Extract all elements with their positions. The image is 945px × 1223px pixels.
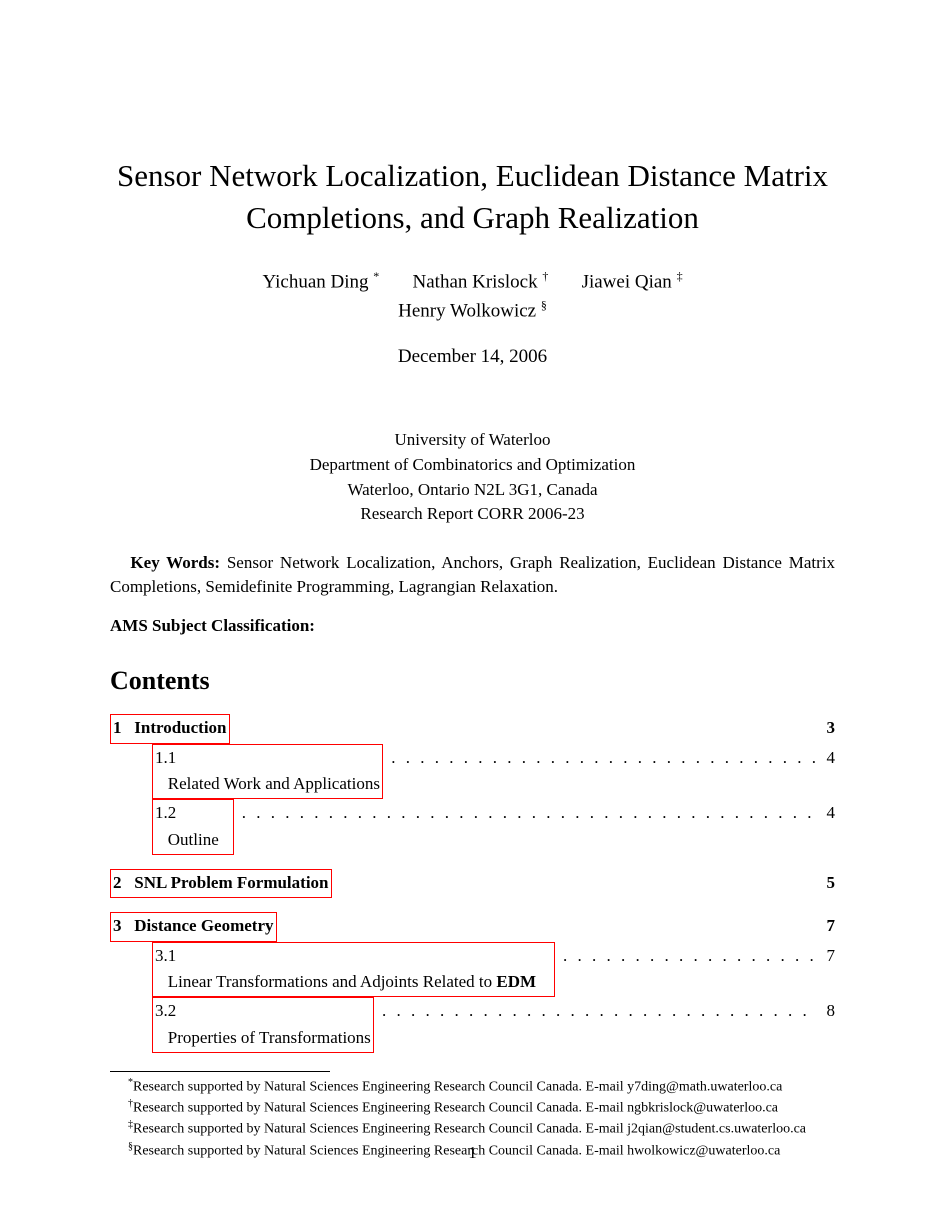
affiliation-block: University of Waterloo Department of Com… bbox=[110, 428, 835, 527]
footnote-1-text: Research supported by Natural Sciences E… bbox=[133, 1080, 782, 1095]
toc-label-3-1: Linear Transformations and Adjoints Rela… bbox=[168, 972, 497, 991]
toc-num-3-2: 3.2 bbox=[155, 998, 176, 1024]
toc-page-1: 3 bbox=[817, 715, 835, 741]
toc-num-2: 2 bbox=[113, 870, 122, 896]
author-1: Yichuan Ding bbox=[262, 271, 368, 292]
toc-label-2: SNL Problem Formulation bbox=[134, 873, 328, 892]
toc-section-3: 3 Distance Geometry 7 bbox=[110, 912, 835, 941]
toc-label-3: Distance Geometry bbox=[134, 916, 273, 935]
keywords-label: Key Words: bbox=[130, 553, 220, 572]
toc-label-1-2: Outline bbox=[168, 830, 219, 849]
ams-classification: AMS Subject Classification: bbox=[110, 614, 835, 638]
affil-line-1: University of Waterloo bbox=[394, 430, 550, 449]
toc-page-1-1: 4 bbox=[820, 745, 835, 771]
toc-leaders: . . . . . . . . . . . . . . . . . . . . … bbox=[382, 998, 815, 1024]
toc-page-3-2: 8 bbox=[819, 998, 835, 1024]
author-2-mark: † bbox=[542, 269, 548, 283]
toc-label-3-2: Properties of Transformations bbox=[168, 1028, 371, 1047]
authors-block: Yichuan Ding * Nathan Krislock † Jiawei … bbox=[110, 267, 835, 327]
author-1-mark: * bbox=[373, 269, 379, 283]
page-number: 1 bbox=[0, 1143, 945, 1163]
toc-section-1: 1 Introduction 3 bbox=[110, 714, 835, 743]
keywords-paragraph: Key Words: Sensor Network Localization, … bbox=[110, 551, 835, 599]
toc-label-1: Introduction bbox=[134, 718, 226, 737]
toc-sub-1-1: 1.1 Related Work and Applications . . . … bbox=[110, 744, 835, 800]
footnote-1: *Research supported by Natural Sciences … bbox=[110, 1076, 835, 1097]
author-2: Nathan Krislock bbox=[413, 271, 538, 292]
toc-num-3-1: 3.1 bbox=[155, 943, 176, 969]
toc-section-3-block: 3 Distance Geometry 7 3.1 Linear Transfo… bbox=[110, 912, 835, 1053]
toc-page-2: 5 bbox=[817, 870, 835, 896]
author-3: Jiawei Qian bbox=[582, 271, 672, 292]
title-line-1: Sensor Network Localization, Euclidean D… bbox=[117, 158, 828, 193]
toc-sub-3-2: 3.2 Properties of Transformations . . . … bbox=[110, 997, 835, 1053]
toc-link-1-1[interactable]: 1.1 Related Work and Applications bbox=[152, 744, 383, 800]
toc-link-3-1[interactable]: 3.1 Linear Transformations and Adjoints … bbox=[152, 942, 555, 998]
affil-line-2: Department of Combinatorics and Optimiza… bbox=[310, 455, 636, 474]
spacer bbox=[555, 943, 559, 969]
toc-label-3-1-edm: EDM bbox=[496, 972, 536, 991]
toc-link-3[interactable]: 3 Distance Geometry bbox=[110, 912, 277, 941]
page: Sensor Network Localization, Euclidean D… bbox=[0, 0, 945, 1223]
title-line-2: Completions, and Graph Realization bbox=[246, 200, 699, 235]
author-4: Henry Wolkowicz bbox=[398, 301, 536, 322]
toc-section-2: 2 SNL Problem Formulation 5 bbox=[110, 869, 835, 898]
publication-date: December 14, 2006 bbox=[110, 346, 835, 368]
toc-section-2-block: 2 SNL Problem Formulation 5 bbox=[110, 869, 835, 898]
footnote-2-text: Research supported by Natural Sciences E… bbox=[133, 1101, 778, 1116]
toc-link-1[interactable]: 1 Introduction bbox=[110, 714, 230, 743]
spacer bbox=[374, 998, 378, 1024]
affil-line-4: Research Report CORR 2006-23 bbox=[360, 504, 584, 523]
author-4-mark: § bbox=[541, 298, 547, 312]
toc-leaders: . . . . . . . . . . . . . . . . . . . . … bbox=[242, 800, 815, 826]
toc-sub-1-2: 1.2 Outline . . . . . . . . . . . . . . … bbox=[110, 799, 835, 855]
toc-leaders: . . . . . . . . . . . . . . . . . . . . … bbox=[391, 745, 816, 771]
toc-page-1-2: 4 bbox=[819, 800, 835, 826]
toc-sub-3-1: 3.1 Linear Transformations and Adjoints … bbox=[110, 942, 835, 998]
toc-leaders: . . . . . . . . . . . . . . . . . . bbox=[563, 943, 813, 969]
author-3-mark: ‡ bbox=[677, 269, 683, 283]
toc-num-1-1: 1.1 bbox=[155, 745, 176, 771]
toc-label-1-1: Related Work and Applications bbox=[168, 774, 380, 793]
spacer bbox=[383, 745, 387, 771]
footnote-3: ‡Research supported by Natural Sciences … bbox=[110, 1118, 835, 1139]
toc-num-3: 3 bbox=[113, 913, 122, 939]
toc-num-1-2: 1.2 bbox=[155, 800, 176, 826]
footnote-3-text: Research supported by Natural Sciences E… bbox=[133, 1122, 806, 1137]
toc-link-3-2[interactable]: 3.2 Properties of Transformations bbox=[152, 997, 374, 1053]
paper-title: Sensor Network Localization, Euclidean D… bbox=[110, 155, 835, 239]
toc-num-1: 1 bbox=[113, 715, 122, 741]
affil-line-3: Waterloo, Ontario N2L 3G1, Canada bbox=[347, 480, 597, 499]
toc-link-2[interactable]: 2 SNL Problem Formulation bbox=[110, 869, 332, 898]
ams-label: AMS Subject Classification: bbox=[110, 616, 315, 635]
toc-link-1-2[interactable]: 1.2 Outline bbox=[152, 799, 234, 855]
toc-page-3-1: 7 bbox=[817, 943, 835, 969]
toc-page-3: 7 bbox=[817, 913, 835, 939]
footnote-rule bbox=[110, 1071, 330, 1072]
toc-section-1-block: 1 Introduction 3 1.1 Related Work and Ap… bbox=[110, 714, 835, 855]
spacer bbox=[234, 800, 238, 826]
contents-heading: Contents bbox=[110, 666, 835, 696]
footnote-2: †Research supported by Natural Sciences … bbox=[110, 1097, 835, 1118]
